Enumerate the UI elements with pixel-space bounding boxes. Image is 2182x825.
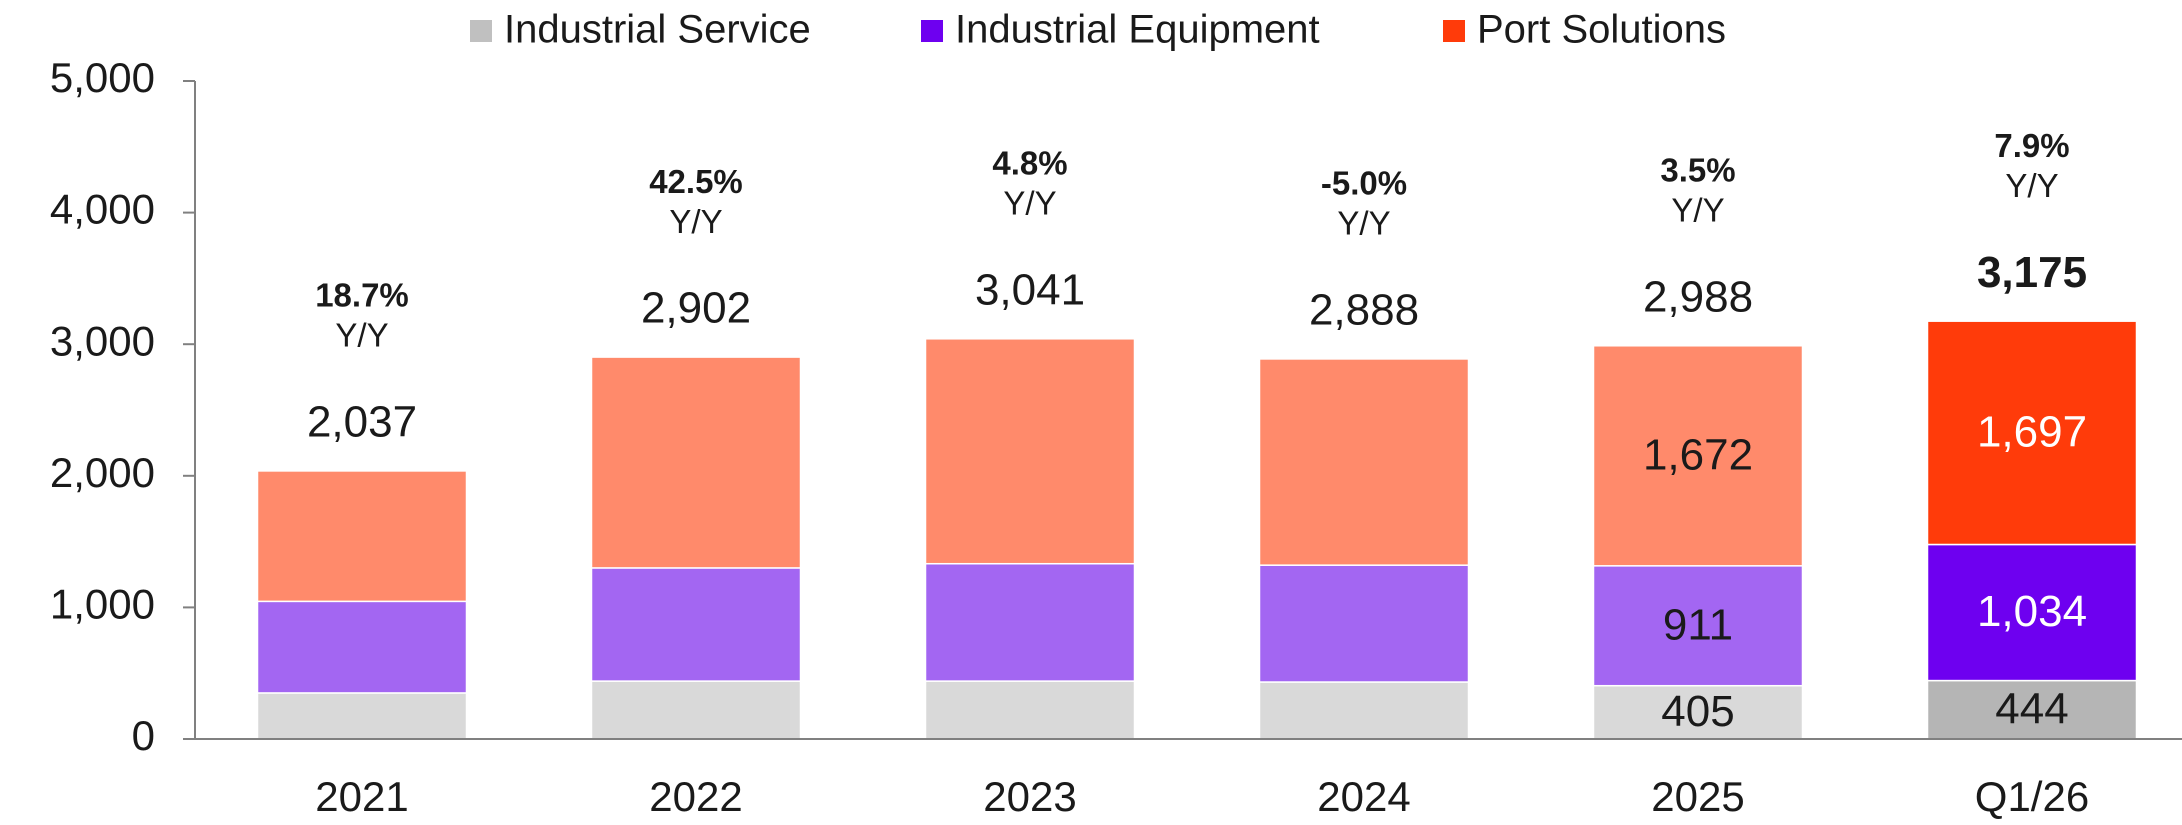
bar-segment	[256, 470, 468, 603]
legend-label: Port Solutions	[1477, 8, 1726, 52]
x-tick-label: 2021	[315, 773, 408, 820]
growth-label: 18.7%	[315, 277, 409, 314]
bar-segment	[1258, 358, 1470, 566]
growth-label: 7.9%	[1994, 127, 2069, 164]
bar-segment	[1592, 565, 1804, 687]
total-label: 2,902	[641, 284, 751, 333]
growth-label: 4.8%	[992, 145, 1067, 182]
bar-segment	[1926, 320, 2138, 546]
segment-label: 911	[1663, 600, 1733, 649]
growth-label: -5.0%	[1321, 165, 1407, 202]
growth-unit: Y/Y	[1671, 191, 1724, 228]
bar-segment	[590, 567, 802, 682]
y-tick-label: 5,000	[50, 54, 155, 101]
growth-unit: Y/Y	[2005, 167, 2058, 204]
y-tick-label: 2,000	[50, 449, 155, 496]
bar-segment	[590, 680, 802, 740]
bar-segment	[256, 692, 468, 740]
bar-segment	[256, 600, 468, 694]
growth-unit: Y/Y	[335, 317, 388, 354]
bar-segment	[924, 680, 1136, 740]
growth-unit: Y/Y	[669, 203, 722, 240]
segment-label: 1,697	[1977, 407, 2087, 456]
x-tick-label: 2024	[1317, 773, 1410, 820]
bar-segment	[590, 356, 802, 569]
bar-segment	[924, 338, 1136, 565]
x-tick-label: 2022	[649, 773, 742, 820]
y-tick-label: 3,000	[50, 317, 155, 364]
growth-label: 3.5%	[1660, 151, 1735, 188]
x-tick-label: 2025	[1651, 773, 1744, 820]
legend-label: Industrial Equipment	[955, 8, 1320, 52]
legend-swatch	[470, 20, 492, 42]
segment-label: 1,034	[1977, 587, 2087, 636]
x-tick-label: 2023	[983, 773, 1076, 820]
segment-label: 444	[1995, 684, 2068, 733]
bar-segment	[924, 562, 1136, 682]
bar-segment	[1592, 345, 1804, 567]
legend-label: Industrial Service	[504, 8, 811, 52]
total-label: 2,037	[307, 398, 417, 447]
total-label: 3,175	[1977, 248, 2087, 297]
y-tick-label: 1,000	[50, 580, 155, 627]
growth-label: 42.5%	[649, 163, 743, 200]
legend-swatch	[1443, 20, 1465, 42]
segment-label: 1,672	[1643, 430, 1753, 479]
growth-unit: Y/Y	[1003, 185, 1056, 222]
growth-unit: Y/Y	[1337, 205, 1390, 242]
bar-segment	[1926, 679, 2138, 740]
total-label: 2,888	[1309, 286, 1419, 335]
legend-swatch	[921, 20, 943, 42]
total-label: 3,041	[975, 265, 1085, 314]
y-tick-label: 4,000	[50, 186, 155, 233]
bar-segment	[1258, 564, 1470, 683]
total-label: 2,988	[1643, 272, 1753, 321]
x-tick-label: Q1/26	[1975, 773, 2089, 820]
bar-segment	[1258, 681, 1470, 740]
segment-label: 405	[1661, 687, 1734, 736]
y-tick-label: 0	[132, 712, 155, 759]
bar-segment	[1926, 543, 2138, 682]
